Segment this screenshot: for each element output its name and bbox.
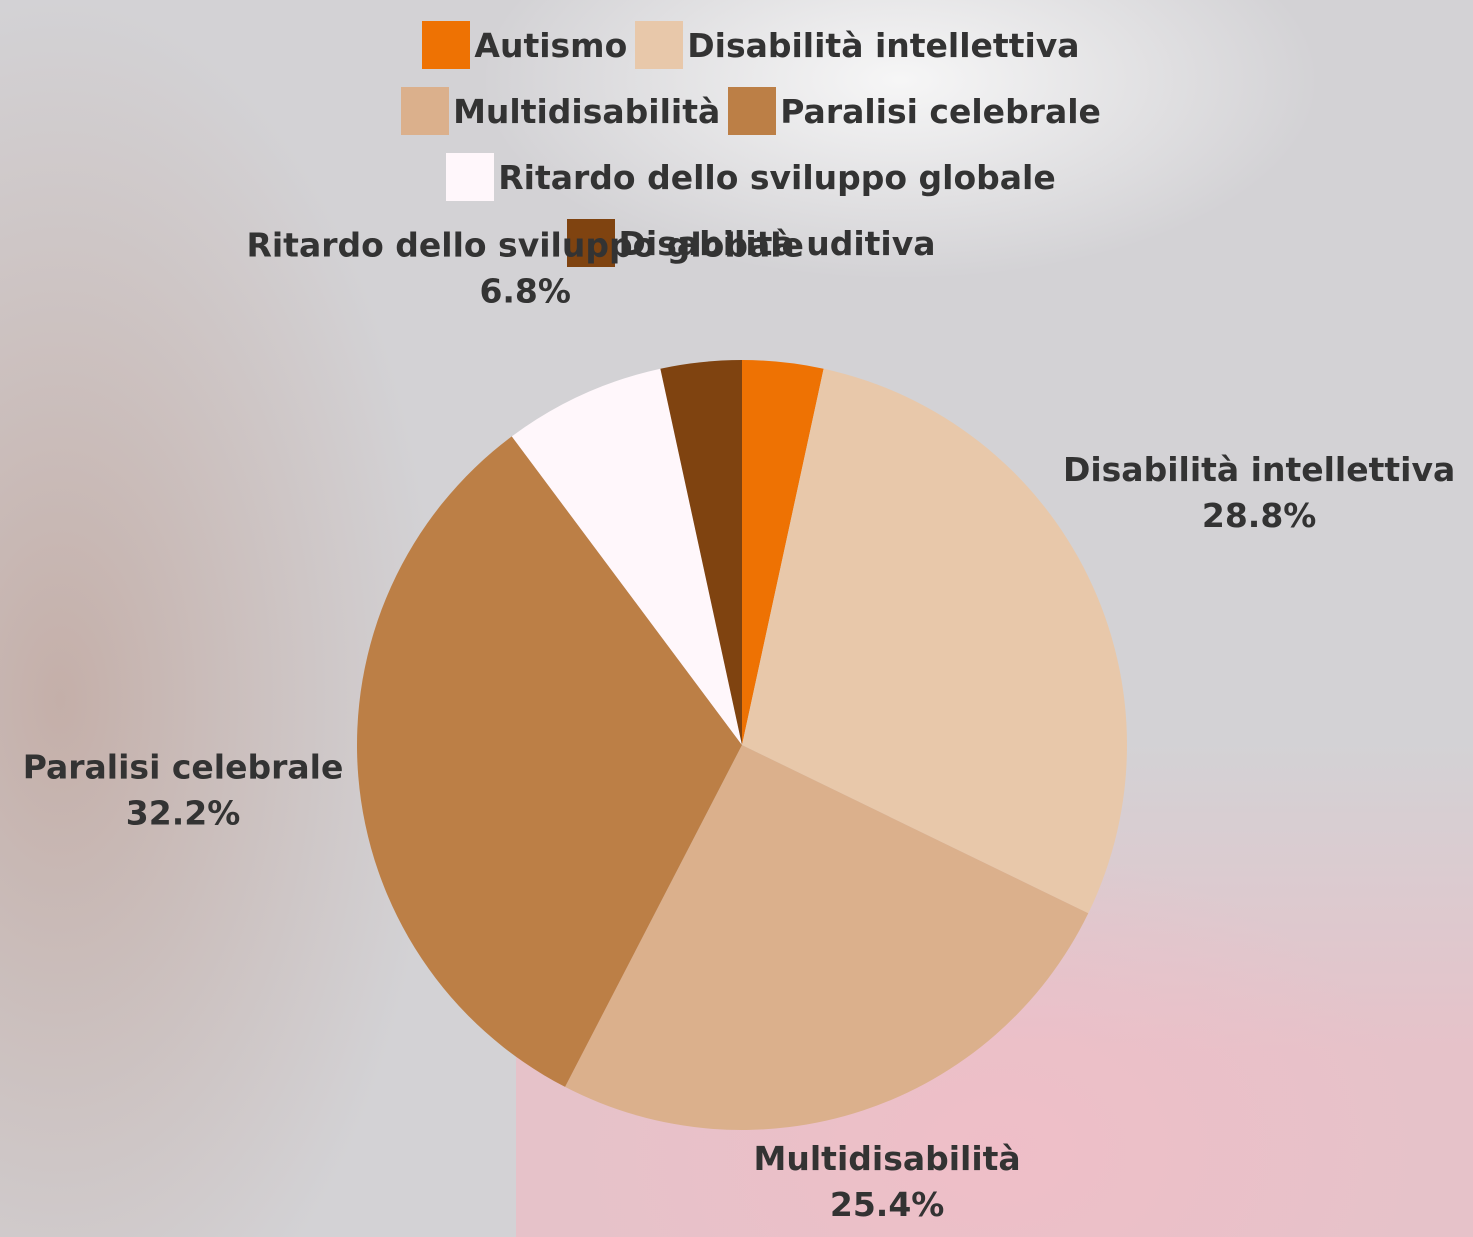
legend-label: Disabilità uditiva [618, 223, 936, 263]
slice-value-label: 32.2% [126, 793, 241, 832]
slice-label: Paralisi celebrale [23, 747, 344, 786]
legend-label: Paralisi celebrale [780, 91, 1101, 131]
legend-item: Disabilità intellettiva [635, 20, 1080, 70]
legend-item: Multidisabilità [401, 86, 720, 136]
legend-item: Paralisi celebrale [728, 86, 1101, 136]
slice-value-label: 6.8% [479, 271, 571, 310]
legend-swatch [728, 87, 777, 135]
legend-item: Disabilità uditiva [566, 218, 936, 268]
legend-swatch [401, 87, 450, 135]
pie-slice [742, 360, 824, 745]
pie-slice [511, 368, 742, 745]
legend-label: Disabilità intellettiva [687, 25, 1080, 65]
pie-slice [742, 368, 1127, 914]
legend: Autismo Disabilità intellettiva Multidisab… [386, 20, 1116, 268]
pie-slice [565, 745, 1089, 1130]
legend-label: Ritardo dello sviluppo globale [498, 157, 1056, 197]
legend-swatch [566, 219, 615, 267]
legend-label: Autismo [474, 25, 628, 65]
legend-item: Ritardo dello sviluppo globale [446, 152, 1056, 202]
slice-value-label: 25.4% [830, 1185, 945, 1224]
legend-label: Multidisabilità [453, 91, 721, 131]
slice-value-label: 28.8% [1202, 496, 1317, 535]
slice-label: Multidisabilità [754, 1139, 1021, 1178]
pie-slice [660, 360, 742, 745]
legend-swatch [422, 21, 471, 69]
pie-slice [356, 436, 742, 1087]
slice-label: Disabilità intellettiva [1063, 450, 1455, 489]
slice-label: Ritardo dello sviluppo globale [246, 225, 803, 264]
legend-item: Autismo [422, 20, 627, 70]
legend-swatch [635, 21, 684, 69]
legend-swatch [446, 153, 495, 201]
